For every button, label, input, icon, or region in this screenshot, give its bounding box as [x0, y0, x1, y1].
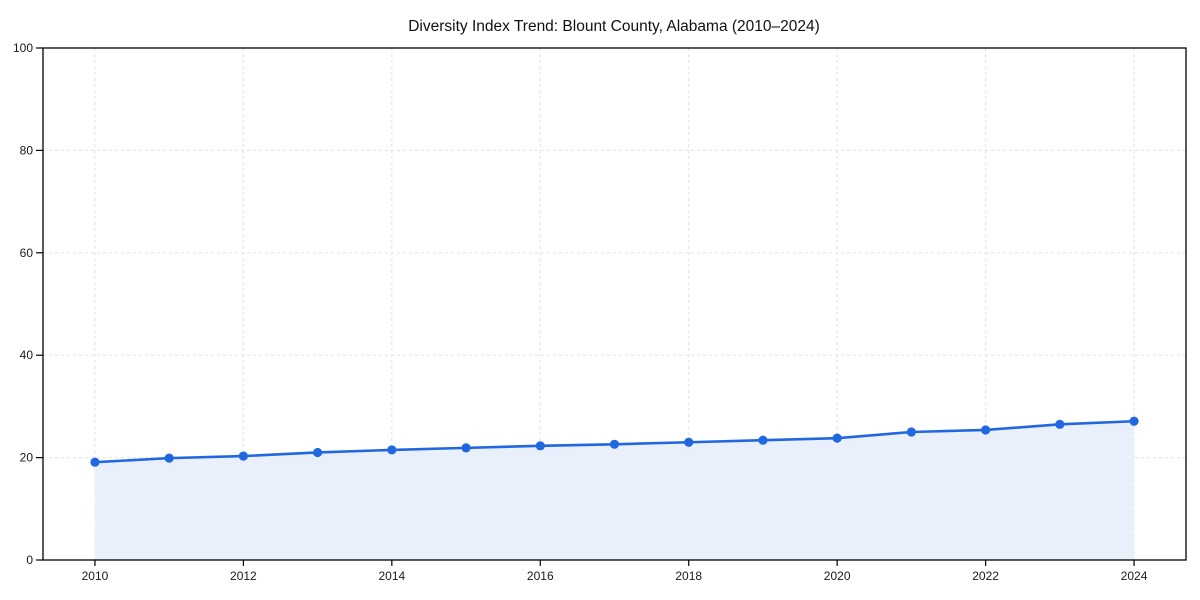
x-tick-label: 2022 — [972, 569, 999, 583]
data-point — [238, 451, 248, 461]
data-point — [164, 453, 174, 463]
data-point — [535, 441, 545, 451]
data-points — [90, 416, 1139, 467]
chart-title: Diversity Index Trend: Blount County, Al… — [408, 18, 820, 35]
x-tick-label: 2010 — [82, 569, 109, 583]
data-point — [1129, 416, 1139, 426]
data-point — [832, 433, 842, 443]
axes — [36, 47, 1187, 566]
data-point — [906, 427, 916, 437]
y-tick-label: 0 — [26, 553, 33, 567]
y-tick-label: 60 — [20, 246, 34, 260]
data-point — [387, 445, 397, 455]
x-tick-label: 2020 — [824, 569, 851, 583]
area-fill-shape — [94, 421, 1135, 560]
y-tick-label: 80 — [20, 143, 34, 157]
y-tick-label: 20 — [20, 451, 34, 465]
plot-border — [42, 47, 1187, 561]
data-point — [90, 457, 100, 467]
y-axis-tick-labels: 0 20 40 60 80 100 — [13, 41, 33, 567]
data-point — [981, 425, 991, 435]
data-point — [758, 435, 768, 445]
x-axis-tick-labels: 2010 2012 2014 2016 2018 2020 2022 2024 — [82, 569, 1148, 583]
x-tick-label: 2012 — [230, 569, 257, 583]
x-tick-label: 2018 — [675, 569, 702, 583]
data-point — [1055, 419, 1065, 429]
x-tick-label: 2016 — [527, 569, 554, 583]
y-tick-label: 40 — [20, 348, 34, 362]
data-point — [313, 447, 323, 458]
x-tick-label: 2024 — [1121, 569, 1148, 583]
data-point — [684, 437, 694, 447]
data-point — [461, 443, 471, 453]
x-tick-label: 2014 — [378, 569, 405, 583]
area-fill — [94, 421, 1135, 560]
data-point — [609, 439, 620, 449]
y-tick-label: 100 — [13, 41, 33, 55]
